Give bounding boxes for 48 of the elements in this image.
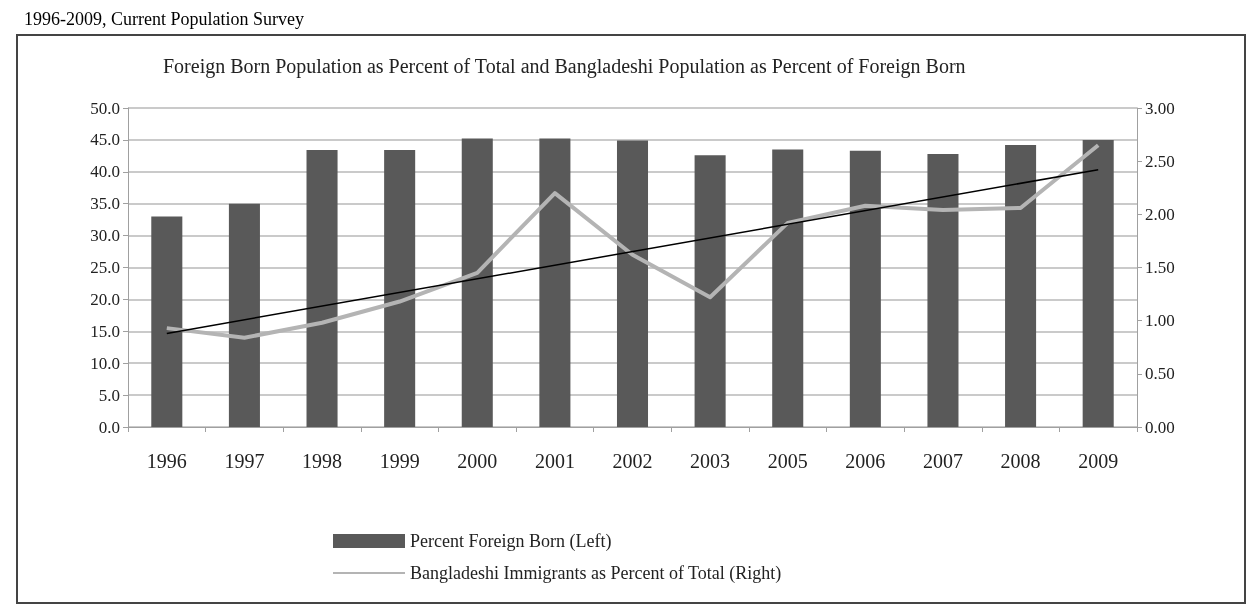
bar bbox=[849, 150, 881, 427]
y-tick-label: 5.0 bbox=[98, 385, 120, 405]
bar bbox=[694, 155, 726, 427]
y-tick-label: 35.0 bbox=[90, 194, 120, 214]
x-tick-label: 2005 bbox=[767, 450, 808, 472]
y2-tick-label: 0.50 bbox=[1145, 364, 1175, 384]
bar bbox=[1082, 139, 1114, 427]
y-tick-label: 30.0 bbox=[90, 226, 120, 246]
bar bbox=[927, 153, 959, 427]
x-tick-label: 2002 bbox=[612, 450, 653, 472]
x-tick-label: 2008 bbox=[1000, 450, 1041, 472]
bar bbox=[461, 138, 493, 427]
y-tick-label: 20.0 bbox=[90, 289, 120, 309]
y2-tick-label: 1.50 bbox=[1145, 258, 1175, 277]
legend-label: Bangladeshi Immigrants as Percent of Total (Right) bbox=[410, 563, 782, 584]
y2-tick-label: 2.50 bbox=[1145, 151, 1175, 171]
x-tick-label: 1999 bbox=[379, 450, 420, 472]
y2-tick-label: 0.00 bbox=[1145, 417, 1175, 437]
y-tick-label: 25.0 bbox=[90, 258, 120, 277]
x-tick-label: 2007 bbox=[922, 450, 963, 472]
bar bbox=[228, 203, 260, 427]
x-tick-label: 1997 bbox=[224, 450, 265, 472]
y2-tick-label: 2.00 bbox=[1145, 204, 1175, 224]
x-tick-label: 2009 bbox=[1078, 450, 1119, 472]
x-tick-label: 2001 bbox=[534, 450, 575, 472]
text: 1996-2009, Current Population Survey bbox=[24, 9, 304, 29]
bar bbox=[151, 216, 183, 427]
y2-tick-label: 3.00 bbox=[1145, 98, 1175, 118]
x-tick-label: 1998 bbox=[302, 450, 343, 472]
chart-title: Foreign Born Population as Percent of Total and Bangladeshi Population as Percent of Foreign Born bbox=[163, 55, 966, 78]
bar bbox=[306, 150, 338, 427]
bar bbox=[539, 138, 571, 427]
x-tick-label: 2003 bbox=[690, 450, 731, 472]
bar bbox=[772, 149, 804, 427]
bar bbox=[384, 150, 416, 427]
x-tick-label: 1996 bbox=[146, 450, 187, 472]
x-tick-label: 2006 bbox=[845, 450, 886, 472]
bar bbox=[616, 140, 649, 427]
bar bbox=[1005, 145, 1037, 427]
y-tick-label: 40.0 bbox=[90, 162, 120, 182]
y-tick-label: 15.0 bbox=[90, 321, 120, 341]
y2-tick-label: 1.00 bbox=[1145, 311, 1175, 331]
x-tick-label: 2000 bbox=[457, 450, 498, 472]
y-tick-label: 45.0 bbox=[90, 130, 120, 150]
y-tick-label: 10.0 bbox=[90, 353, 120, 373]
y-tick-label: 50.0 bbox=[90, 98, 120, 118]
legend-label: Percent Foreign Born (Left) bbox=[410, 531, 612, 552]
y-tick-label: 0.0 bbox=[98, 417, 120, 437]
